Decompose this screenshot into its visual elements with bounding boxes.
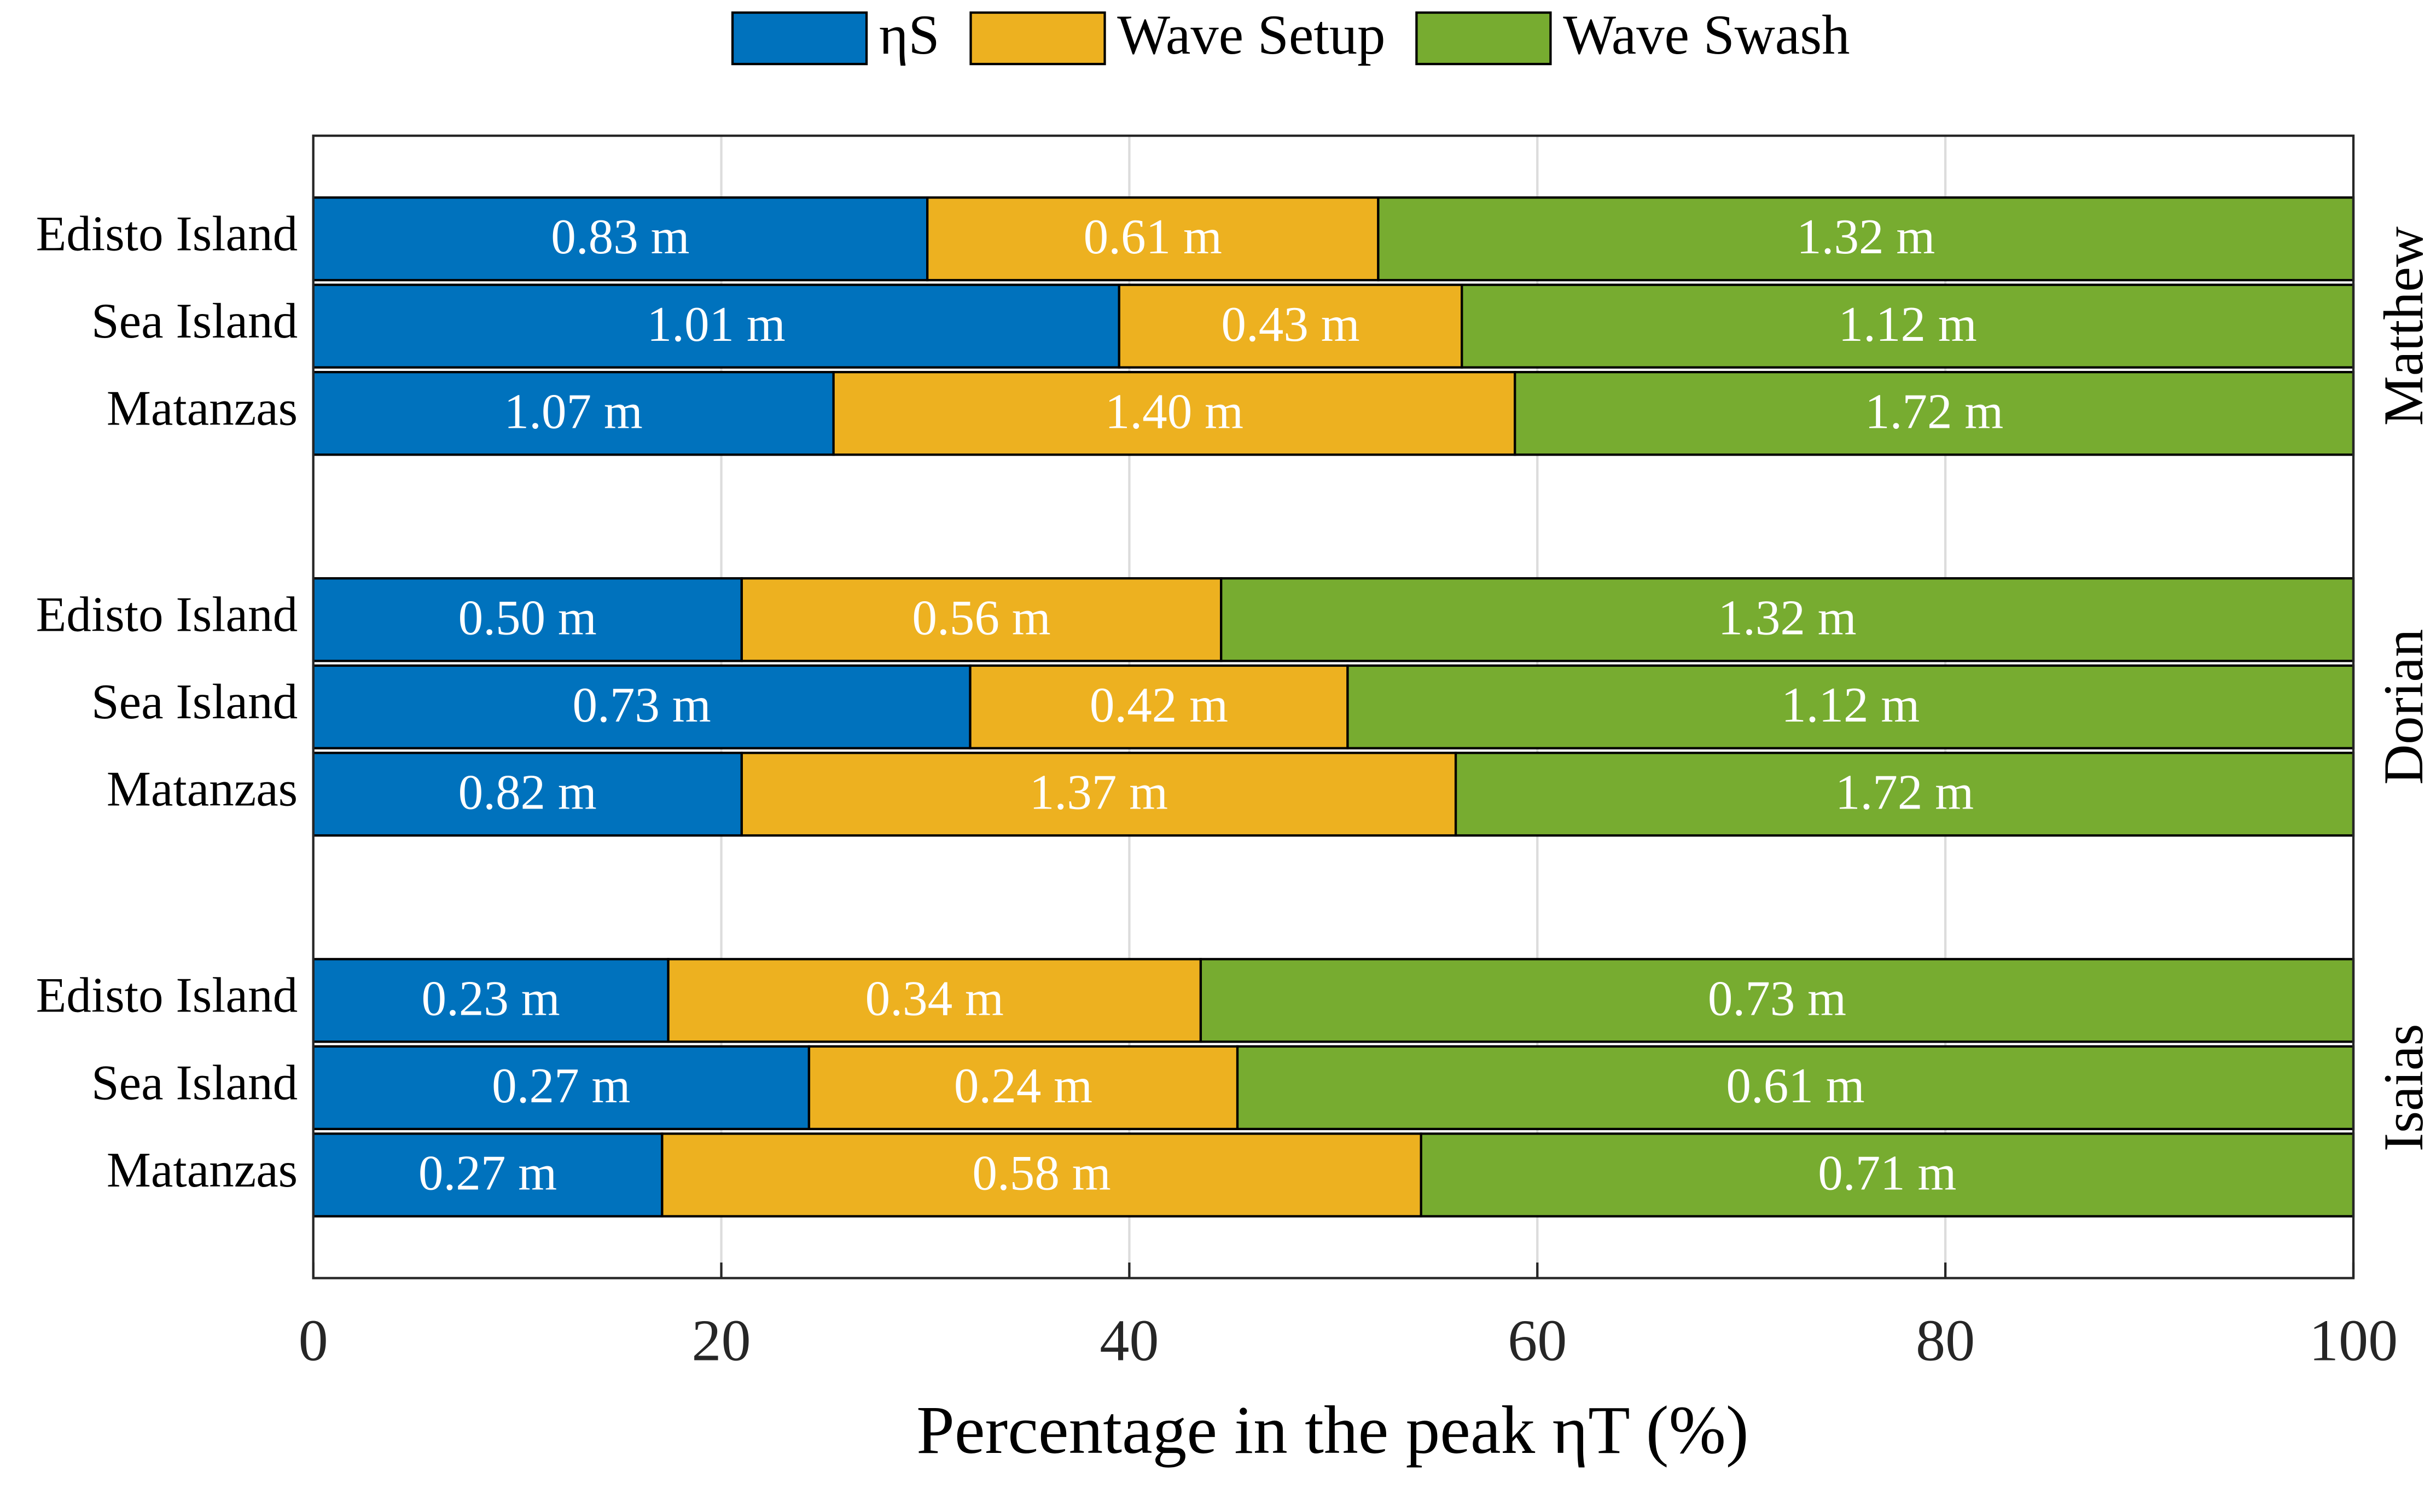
- bar-segment: [312, 371, 835, 456]
- legend-label: Wave Swash: [1563, 4, 1850, 66]
- group-label: Dorian: [2373, 629, 2435, 785]
- legend-swatch: [1415, 11, 1552, 66]
- y-tick-label: Sea Island: [91, 293, 298, 348]
- segment-label: 1.72 m: [1835, 764, 1974, 819]
- bar-segment: [1236, 1045, 2355, 1130]
- segment-label: 1.32 m: [1797, 209, 1935, 264]
- x-axis-label: Percentage in the peak ηT (%): [916, 1392, 1748, 1468]
- bar-segment: [1420, 1132, 2355, 1218]
- legend-swatch: [731, 11, 868, 66]
- bar-segment: [312, 958, 670, 1043]
- y-tick-label: Matanzas: [107, 1142, 298, 1197]
- segment-label: 0.24 m: [954, 1058, 1092, 1113]
- bar-segment: [312, 577, 743, 662]
- x-tick-label: 40: [1100, 1309, 1159, 1374]
- x-tick-label: 60: [1508, 1309, 1567, 1374]
- plot-frame: [312, 134, 2355, 1280]
- bar-segment: [1377, 196, 2355, 282]
- segment-label: 1.37 m: [1030, 764, 1168, 819]
- bar-segment: [740, 752, 1457, 837]
- bar-segment: [969, 664, 1349, 749]
- y-tick-label: Edisto Island: [36, 587, 298, 642]
- segment-label: 0.56 m: [912, 590, 1050, 645]
- segment-label: 1.07 m: [504, 383, 643, 439]
- segment-label: 1.72 m: [1865, 383, 2003, 439]
- y-tick-label: Sea Island: [91, 674, 298, 729]
- bar-segment: [740, 577, 1223, 662]
- segment-label: 0.34 m: [865, 970, 1004, 1026]
- x-tick-label: 0: [299, 1309, 328, 1374]
- segment-label: 0.50 m: [458, 590, 597, 645]
- x-tick-label: 80: [1916, 1309, 1975, 1374]
- segment-label: 0.71 m: [1818, 1145, 1956, 1201]
- segment-label: 0.61 m: [1084, 209, 1222, 264]
- y-tick-label: Matanzas: [107, 761, 298, 817]
- bar-segment: [832, 371, 1516, 456]
- segment-label: 0.42 m: [1090, 677, 1228, 732]
- segment-label: 1.12 m: [1839, 296, 1977, 352]
- y-tick-label: Sea Island: [91, 1055, 298, 1110]
- segment-label: 0.82 m: [458, 764, 597, 819]
- segment-label: 0.43 m: [1221, 296, 1359, 352]
- bar-segment: [1514, 371, 2355, 456]
- legend-label: ηS: [879, 4, 940, 66]
- segment-label: 0.27 m: [418, 1145, 557, 1201]
- y-tick-label: Edisto Island: [36, 206, 298, 261]
- segment-label: 0.73 m: [1708, 970, 1846, 1026]
- bar-segment: [1346, 664, 2355, 749]
- segment-label: 0.58 m: [972, 1145, 1111, 1201]
- legend-swatch: [969, 11, 1106, 66]
- group-label: Isaias: [2373, 1024, 2435, 1152]
- segment-label: 0.61 m: [1726, 1058, 1864, 1113]
- x-tick-label: 100: [2309, 1309, 2398, 1374]
- segment-label: 0.27 m: [492, 1058, 630, 1113]
- bar-segment: [1461, 283, 2355, 369]
- bar-segment: [807, 1045, 1239, 1130]
- x-tick-label: 20: [691, 1309, 751, 1374]
- segment-label: 1.40 m: [1105, 383, 1243, 439]
- y-tick-label: Matanzas: [107, 381, 298, 436]
- bar-segment: [1118, 283, 1463, 369]
- group-label: Matthew: [2373, 226, 2435, 426]
- bar-segment: [312, 283, 1120, 369]
- segment-label: 0.23 m: [421, 970, 560, 1026]
- segment-label: 1.01 m: [647, 296, 786, 352]
- legend-label: Wave Setup: [1117, 4, 1385, 66]
- segment-label: 0.83 m: [551, 209, 689, 264]
- segment-label: 0.73 m: [572, 677, 711, 732]
- bar-segment: [1220, 577, 2355, 662]
- segment-label: 1.12 m: [1781, 677, 1920, 732]
- y-tick-label: Edisto Island: [36, 968, 298, 1023]
- bar-segment: [667, 958, 1202, 1043]
- bar-segment: [1454, 752, 2355, 837]
- segment-label: 1.32 m: [1718, 590, 1856, 645]
- bar-segment: [1199, 958, 2355, 1043]
